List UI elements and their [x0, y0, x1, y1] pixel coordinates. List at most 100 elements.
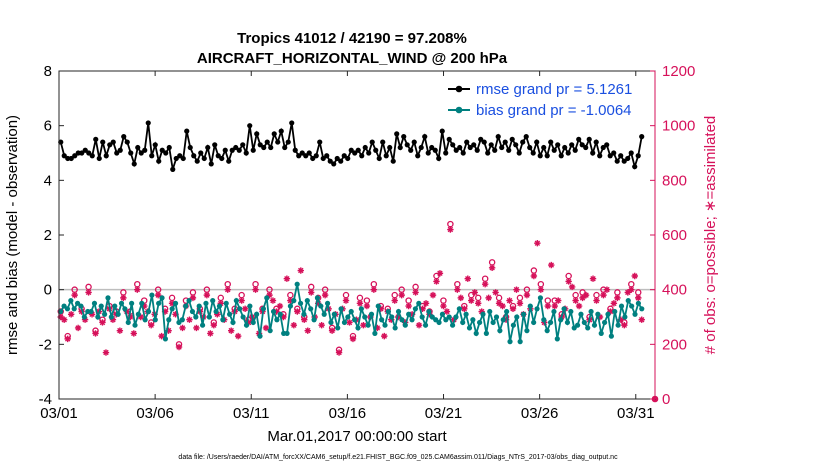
- obs-assimilated-point: [262, 324, 270, 332]
- rmse-point: [443, 150, 449, 156]
- bias-point: [355, 325, 361, 331]
- rmse-point: [383, 153, 389, 159]
- rmse-point: [334, 155, 340, 162]
- bias-point: [78, 303, 84, 309]
- rmse-point: [198, 150, 204, 156]
- rmse-point: [110, 139, 116, 145]
- rmse-point: [495, 134, 501, 140]
- bias-point: [254, 311, 260, 317]
- obs-assimilated-point: [172, 311, 179, 318]
- rmse-point: [418, 144, 424, 151]
- y-right-tick-label: 1200: [662, 63, 695, 80]
- obs-assimilated-point: [551, 302, 558, 310]
- rmse-point: [436, 155, 442, 162]
- bias-point: [618, 303, 625, 309]
- rmse-point: [411, 139, 417, 145]
- rmse-point: [156, 158, 162, 164]
- obs-assimilated-point: [189, 294, 197, 302]
- bias-point: [507, 339, 513, 345]
- data-file-footer: data file: /Users/raeder/DAI/ATM_forcXX/…: [178, 454, 618, 461]
- obs-assimilated-point: [308, 289, 315, 296]
- obs-assimilated-point: [568, 283, 576, 291]
- y-left-tick-label: 0: [44, 282, 52, 299]
- obs-assimilated-point: [116, 327, 124, 334]
- obs-assimilated-point: [374, 324, 381, 332]
- rmse-point: [432, 147, 438, 153]
- obs-assimilated-point: [158, 332, 165, 340]
- bias-point: [321, 311, 327, 317]
- obs-assimilated-point: [266, 291, 273, 299]
- rmse-point: [177, 153, 183, 159]
- obs-assimilated-point: [412, 289, 419, 296]
- obs-assimilated-point: [447, 226, 454, 233]
- rmse-point: [194, 158, 200, 164]
- obs-assimilated-point: [102, 349, 110, 356]
- bias-point: [223, 300, 229, 306]
- bias-point: [547, 319, 554, 326]
- bias-point: [379, 317, 385, 323]
- x-axis: 03/01 03/06 03/11 03/16 03/21 03/26 03/31: [40, 71, 655, 422]
- bias-point: [399, 317, 405, 323]
- y-right-tick-label: 200: [662, 336, 687, 353]
- bias-point: [520, 311, 527, 317]
- x-tick-label: 03/11: [233, 405, 269, 422]
- obs-assimilated-point: [301, 316, 308, 323]
- bias-point: [615, 322, 621, 328]
- obs-assimilated-point: [572, 297, 579, 304]
- plot-area: [57, 70, 659, 403]
- x-tick-label: 03/31: [617, 405, 655, 422]
- rmse-point: [212, 142, 218, 148]
- bias-point: [213, 308, 219, 315]
- bias-point: [284, 330, 290, 336]
- obs-assimilated-point: [461, 305, 468, 312]
- rmse-point: [611, 150, 617, 156]
- y-axis-right-label: # of obs: o=possible; ∗=assimilated: [702, 116, 719, 355]
- rmse-point: [464, 139, 470, 145]
- rmse-point: [397, 144, 403, 151]
- rmse-point: [107, 142, 113, 148]
- obs-assimilated-point: [290, 322, 298, 329]
- rmse-point: [292, 147, 298, 153]
- bias-point: [426, 308, 432, 315]
- obs-assimilated-point: [509, 305, 517, 312]
- legend-box: [444, 79, 650, 121]
- y-right-tick-label: 0: [662, 391, 670, 408]
- obs-assimilated-point: [502, 316, 510, 323]
- x-axis-label: Mar.01,2017 00:00:00 start: [267, 428, 447, 445]
- bias-point: [412, 306, 419, 312]
- bias-point: [129, 300, 135, 306]
- obs-assimilated-point: [241, 305, 249, 312]
- rmse-point: [485, 150, 491, 156]
- rmse-point: [541, 144, 547, 151]
- rmse-point: [604, 142, 610, 148]
- rmse-point: [222, 147, 228, 153]
- legend: rmse grand pr = 5.1261 bias grand pr = -…: [444, 79, 650, 121]
- rmse-point: [523, 134, 529, 140]
- bias-point: [95, 314, 101, 320]
- y-axis-left-label: rmse and bias (model - observation): [4, 115, 21, 355]
- bias-point: [314, 295, 321, 301]
- rmse-point: [586, 136, 592, 142]
- obs-assimilated-point: [165, 327, 172, 334]
- rmse-point: [317, 139, 323, 145]
- obs-assimilated-point: [405, 302, 412, 310]
- bias-point: [162, 336, 169, 342]
- rmse-point: [537, 153, 543, 159]
- bias-point: [102, 311, 108, 317]
- rmse-point: [530, 150, 536, 156]
- rmse-point: [569, 142, 575, 148]
- bias-point: [612, 308, 618, 315]
- rmse-point: [415, 153, 421, 159]
- rmse-point: [593, 139, 599, 145]
- obs-assimilated-point: [61, 316, 68, 323]
- rmse-point: [516, 150, 522, 156]
- rmse-point: [628, 150, 634, 156]
- rmse-point: [310, 155, 316, 162]
- obs-assimilated-point: [120, 294, 127, 302]
- bias-point: [308, 306, 314, 312]
- obs-assimilated-point: [342, 297, 350, 304]
- y-right-tick-label: 800: [662, 172, 687, 189]
- rmse-point: [474, 147, 480, 153]
- bias-point: [446, 314, 452, 320]
- obs-assimilated-point: [137, 313, 144, 321]
